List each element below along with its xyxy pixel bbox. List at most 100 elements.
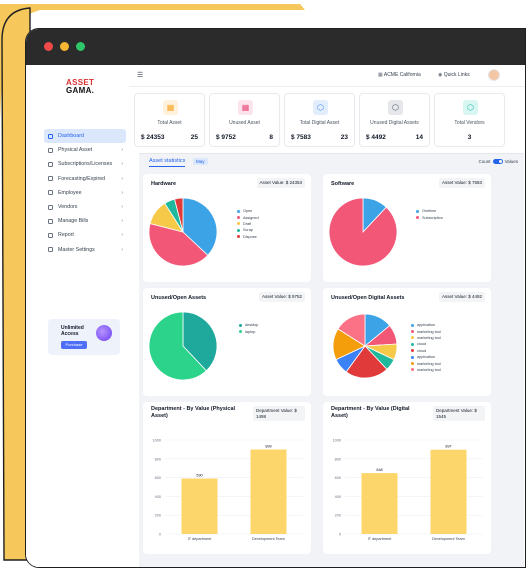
y-tick-label: 0	[339, 533, 341, 537]
sidebar-item-master-settings[interactable]: Master Settings ›	[44, 243, 126, 257]
bar-it-department[interactable]	[181, 478, 218, 534]
stat-label: Unused Digital Assets	[370, 120, 419, 126]
legend-item[interactable]: laptop	[239, 328, 258, 334]
bar-development-team[interactable]	[430, 449, 467, 534]
legend-swatch	[416, 216, 419, 220]
legend-label: Assigned	[243, 215, 259, 220]
sidebar-item-physical-asset[interactable]: Physical Asset ›	[44, 143, 126, 157]
tab-asset-statistics[interactable]: Asset statistics	[149, 158, 186, 167]
promo-illustration-icon	[96, 325, 112, 341]
bar-it-department[interactable]	[361, 473, 398, 534]
chevron-right-icon: ›	[121, 147, 123, 154]
minimize-window-dot[interactable]	[60, 42, 69, 51]
legend-item[interactable]: cloud	[411, 348, 441, 354]
legend-item[interactable]: Assigned	[237, 214, 259, 220]
legend-item[interactable]: Onetime	[416, 208, 443, 214]
legend-item[interactable]: Draft	[237, 221, 259, 227]
legend-swatch	[239, 330, 242, 334]
y-tick-label: 600	[155, 476, 161, 480]
legend-item[interactable]: Dispose	[237, 234, 259, 240]
user-avatar[interactable]	[488, 69, 500, 81]
dashboard-icon	[48, 133, 53, 139]
legend-item[interactable]: desktop	[239, 322, 258, 328]
y-tick-label: 600	[335, 476, 341, 480]
department-physical-bar-chart: 0 200 400 600 800 1000 590 IT department 899 Deve…	[153, 439, 303, 541]
legend-item[interactable]: application	[411, 354, 441, 360]
chevron-right-icon: ›	[121, 189, 123, 196]
sidebar-item-report[interactable]: Report ›	[44, 228, 126, 242]
quick-links-button[interactable]: ◉ Quick Links	[438, 72, 470, 78]
stat-count: 8	[269, 134, 273, 141]
legend-item[interactable]: marketing tool	[411, 360, 441, 366]
app-logo[interactable]: ASSET GAMA.	[66, 78, 95, 95]
stat-icon: ▦	[238, 100, 253, 115]
count-values-toggle[interactable]: Count Values	[479, 159, 518, 164]
sidebar-item-label: Employee	[58, 189, 82, 196]
stat-label: Unused Asset	[229, 120, 260, 126]
close-window-dot[interactable]	[44, 42, 53, 51]
legend-swatch	[411, 330, 414, 334]
purchase-button[interactable]: Purchase	[61, 341, 87, 349]
legend-item[interactable]: marketing tool	[411, 335, 441, 341]
stat-card-total-asset[interactable]: ▦ Total Asset $ 24353 25	[134, 93, 205, 147]
x-category-label: IT department	[368, 537, 393, 541]
sidebar-item-subscriptions-licenses[interactable]: Subscriptions/Licenses ›	[44, 157, 126, 171]
topbar: ☰ ▦ ACME California ◉ Quick Links	[129, 65, 525, 87]
chart-legend: application marketing tool marketing tool c…	[411, 322, 441, 373]
legend-item[interactable]: Subscription	[416, 214, 443, 220]
sidebar-item-vendors[interactable]: Vendors ›	[44, 200, 126, 214]
pie-slice-open[interactable]	[182, 197, 218, 256]
department-digital-card: Department - By Value (Digital Asset) De…	[323, 402, 491, 554]
pie-slice-laptop[interactable]	[148, 311, 207, 381]
toggle-values-label: Values	[504, 159, 518, 164]
legend-item[interactable]: cloud	[411, 341, 441, 347]
legend-label: application	[417, 323, 436, 328]
stat-card-unused-asset[interactable]: ▦ Unused Asset $ 9752 8	[209, 93, 280, 147]
legend-label: cloud	[417, 348, 427, 353]
sidebar-item-label: Subscriptions/Licenses	[58, 161, 113, 168]
y-tick-label: 800	[155, 457, 161, 461]
pie-slice-desktop[interactable]	[182, 311, 218, 372]
legend-item[interactable]: application	[411, 322, 441, 328]
pie-slice-subscription[interactable]	[328, 197, 398, 267]
stat-card-unused-digital-assets[interactable]: ⬡ Unused Digital Assets $ 4492 14	[359, 93, 430, 147]
stat-value: $ 9752	[216, 134, 236, 141]
software-pie-chart	[328, 197, 398, 267]
sidebar-item-forecasting-expired[interactable]: Forecasting/Expired ›	[44, 172, 126, 186]
report-icon	[48, 232, 53, 238]
legend-swatch	[237, 228, 240, 232]
legend-item[interactable]: Scrap	[237, 227, 259, 233]
stat-card-total-vendors[interactable]: ⬡ Total Vendors 3	[434, 93, 505, 147]
sidebar-item-label: Vendors	[58, 204, 78, 211]
stat-card-total-digital-asset[interactable]: ⬡ Total Digital Asset $ 7583 23	[284, 93, 355, 147]
stat-label: Total Asset	[157, 120, 182, 126]
sidebar: ASSET GAMA. Dashboard Physical Asset › Subs…	[26, 65, 129, 567]
legend-label: marketing tool	[417, 367, 441, 372]
organization-selector[interactable]: ▦ ACME California	[378, 72, 421, 78]
chevron-right-icon: ›	[121, 203, 123, 210]
unused-assets-card: Unused/Open Assets Asset Value: $ 9752 d…	[143, 288, 311, 396]
toggle-switch[interactable]	[492, 159, 503, 164]
chart-legend: desktop laptop	[239, 322, 258, 335]
stat-value: $ 24353	[141, 134, 165, 141]
pie-slice-marketing-tool[interactable]	[337, 313, 366, 347]
maximize-window-dot[interactable]	[76, 42, 85, 51]
sidebar-item-dashboard[interactable]: Dashboard	[44, 129, 126, 144]
legend-item[interactable]: marketing tool	[411, 328, 441, 334]
legend-swatch	[411, 368, 414, 372]
bar-development-team[interactable]	[250, 449, 287, 534]
legend-swatch	[411, 342, 414, 346]
app-body: ASSET GAMA. Dashboard Physical Asset › Subs…	[26, 65, 525, 567]
sidebar-item-label: Dashboard	[58, 133, 84, 140]
legend-label: marketing tool	[417, 361, 441, 366]
pie-slice-assigned[interactable]	[148, 223, 209, 267]
hamburger-icon[interactable]: ☰	[137, 72, 144, 79]
legend-item[interactable]: marketing tool	[411, 367, 441, 373]
pie-slice-dispose[interactable]	[174, 197, 184, 233]
pie-slice-cloud[interactable]	[345, 345, 388, 379]
month-badge[interactable]: May	[193, 158, 208, 165]
legend-item[interactable]: Open	[237, 208, 259, 214]
sidebar-item-manage-bills[interactable]: Manage Bills ›	[44, 214, 126, 228]
promo-card: Unlimited Access Purchase	[48, 319, 120, 355]
sidebar-item-employee[interactable]: Employee ›	[44, 186, 126, 200]
